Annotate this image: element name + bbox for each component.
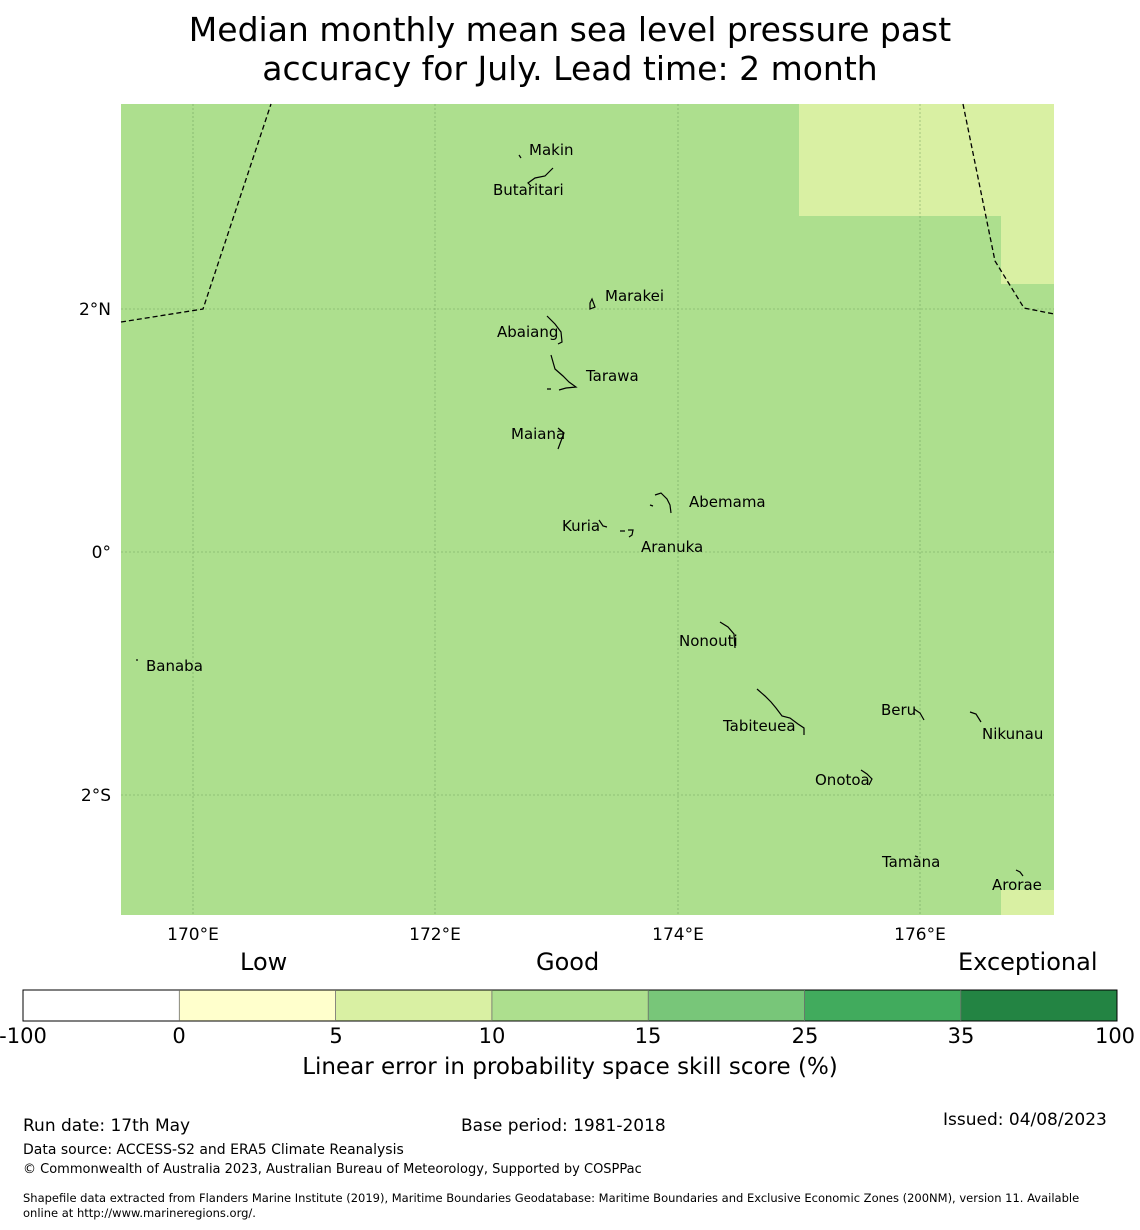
colorbar-tick-label: 15 — [634, 1024, 662, 1048]
island-label-onotoa: Onotoa — [815, 771, 870, 789]
run-date: Run date: 17th May — [23, 1116, 191, 1136]
lat-label-2n: 2°N — [79, 300, 111, 320]
island-label-makin: Makin — [529, 141, 574, 159]
island-outline-abaiang — [546, 315, 563, 345]
island-outline-aranuka — [620, 529, 634, 538]
colorbar-segment-6 — [804, 990, 961, 1021]
data-source: Data source: ACCESS-S2 and ERA5 Climate … — [23, 1142, 404, 1158]
island-outline-arorae — [1015, 869, 1024, 877]
legend-category-low: Low — [240, 948, 288, 976]
colorbar-tick-label: 0 — [172, 1024, 186, 1048]
colorbar-tick-label: -100 — [0, 1024, 47, 1048]
lon-label-174e: 174°E — [652, 925, 704, 945]
eez-boundary-west — [120, 103, 272, 323]
island-outline-beru — [913, 708, 925, 721]
lon-label-176e: 176°E — [894, 925, 946, 945]
island-outline-makin — [518, 154, 522, 159]
colorbar-tick-label: 35 — [947, 1024, 975, 1048]
eez-boundaries — [120, 103, 1055, 323]
eez-boundary-east — [962, 103, 1055, 315]
island-outline-abemama — [649, 492, 672, 514]
base-period: Base period: 1981-2018 — [461, 1116, 666, 1136]
axis-labels: 2°N 0° 2°S 170°E 172°E 174°E 176°E — [79, 300, 946, 945]
island-label-butaritari: Butaritari — [493, 181, 564, 199]
colorbar-tick-label: 100 — [1094, 1024, 1136, 1048]
shapefile-credit-line-2: online at http://www.marineregions.org/. — [23, 1206, 256, 1220]
colorbar-tick-label: 25 — [791, 1024, 819, 1048]
legend-category-exceptional: Exceptional — [958, 948, 1098, 976]
island-labels: Makin Butaritari Marakei Abaiang Tarawa … — [146, 141, 1043, 894]
colorbar-segment-1 — [23, 990, 180, 1021]
gridlines — [121, 104, 1054, 915]
island-outlines — [136, 154, 1024, 877]
shapefile-credit-line-1: Shapefile data extracted from Flanders M… — [23, 1191, 1080, 1205]
copyright-notice: © Commonwealth of Australia 2023, Austra… — [23, 1162, 642, 1177]
lat-label-0: 0° — [92, 543, 111, 563]
issued-date: Issued: 04/08/2023 — [943, 1110, 1107, 1130]
colorbar-tick-label: 5 — [329, 1024, 343, 1048]
island-outline-onotoa — [860, 769, 873, 786]
skill-patch-southeast — [1001, 890, 1054, 915]
colorbar-border — [22, 989, 1118, 1022]
title-line-1: Median monthly mean sea level pressure p… — [188, 10, 952, 49]
colorbar-tick-label: 10 — [478, 1024, 506, 1048]
island-label-tabiteuea: Tabiteuea — [722, 717, 796, 735]
colorbar-segment-2 — [179, 990, 336, 1021]
island-label-marakei: Marakei — [605, 287, 664, 305]
island-outline-nikunau — [969, 711, 982, 723]
colorbar-title: Linear error in probability space skill … — [302, 1054, 838, 1080]
colorbar-segment-5 — [648, 990, 805, 1021]
island-outline-marakei — [589, 297, 596, 310]
island-label-tamana: Tamana — [881, 853, 940, 871]
island-label-banaba: Banaba — [146, 657, 203, 675]
island-outline-maiana — [557, 427, 565, 450]
island-label-nikunau: Nikunau — [982, 725, 1043, 743]
island-label-kuria: Kuria — [562, 517, 600, 535]
chart-title: Median monthly mean sea level pressure p… — [0, 10, 1140, 88]
colorbar-segment-7 — [960, 990, 1117, 1021]
island-outline-kuria — [598, 519, 608, 528]
island-label-tarawa: Tarawa — [585, 367, 639, 385]
legend-category-good: Good — [536, 948, 600, 976]
lat-label-2s: 2°S — [81, 786, 111, 806]
island-label-arorae: Arorae — [992, 876, 1042, 894]
island-outline-nonouti — [719, 621, 736, 649]
island-label-maiana: Maiana — [511, 425, 565, 443]
colorbar-segment-4 — [491, 990, 649, 1021]
island-label-aranuka: Aranuka — [641, 538, 703, 556]
island-label-abemama: Abemama — [689, 493, 766, 511]
skill-patch-northeast — [799, 104, 1054, 216]
island-label-abaiang: Abaiang — [497, 323, 558, 341]
lon-label-170e: 170°E — [167, 925, 219, 945]
island-label-beru: Beru — [881, 701, 916, 719]
island-label-nonouti: Nonouti — [679, 632, 738, 650]
island-outline-tabiteuea — [756, 688, 805, 735]
colorbar — [22, 989, 1118, 1022]
island-outline-butaritari — [527, 167, 554, 187]
colorbar-segment-3 — [335, 990, 492, 1021]
lon-label-172e: 172°E — [409, 925, 461, 945]
title-line-2: accuracy for July. Lead time: 2 month — [262, 49, 878, 88]
skill-patch-east — [1001, 216, 1054, 284]
map-background — [121, 104, 1054, 915]
island-outline-tamana — [914, 855, 919, 858]
island-outline-tarawa — [547, 354, 578, 391]
